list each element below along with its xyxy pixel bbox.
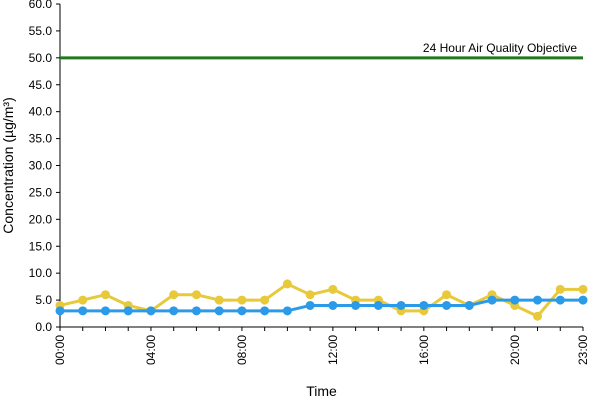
- axes: 0.0 5.0 10.0 15.0 20.0 25.0 30.0 35.0 40.0 45.0 50…: [29, 0, 590, 365]
- y-tick-label: 5.0: [35, 293, 52, 307]
- series-2-point: [328, 300, 338, 310]
- series-2-point: [555, 295, 565, 305]
- y-axis-title: Concentration (µg/m³): [0, 97, 16, 233]
- x-tick-label: 16:00: [417, 335, 431, 365]
- y-tick-label: 15.0: [29, 239, 53, 253]
- series-2-point: [282, 306, 292, 316]
- series-1-point: [578, 284, 588, 294]
- x-tick-label: 04:00: [144, 335, 158, 365]
- series-1-point: [305, 290, 315, 300]
- series-1-point: [78, 295, 88, 305]
- x-axis-title: Time: [306, 383, 337, 399]
- series-2-point: [100, 306, 110, 316]
- series-1-point: [282, 279, 292, 289]
- series-2-point: [351, 300, 361, 310]
- series-1-point: [328, 284, 338, 294]
- series-2-point: [78, 306, 88, 316]
- series-2-point: [442, 300, 452, 310]
- reference-lines: 24 Hour Air Quality Objective: [60, 41, 583, 60]
- series-2-point: [419, 300, 429, 310]
- series-2-point: [305, 300, 315, 310]
- x-tick-label: 08:00: [235, 335, 249, 365]
- y-tick-label: 35.0: [29, 132, 53, 146]
- series-1-point: [237, 295, 247, 305]
- y-tick-label: 45.0: [29, 78, 53, 92]
- series-2-point: [510, 295, 520, 305]
- series-2-point: [55, 306, 65, 316]
- series-2-point: [373, 300, 383, 310]
- y-tick-label: 30.0: [29, 159, 53, 173]
- x-tick-label: 23:00: [576, 335, 590, 365]
- y-tick-label: 25.0: [29, 185, 53, 199]
- series-1-point: [442, 290, 452, 300]
- series-1-point: [169, 290, 179, 300]
- series-2-point: [533, 295, 543, 305]
- y-tick-label: 40.0: [29, 105, 53, 119]
- y-tick-label: 10.0: [29, 266, 53, 280]
- series-layer: [55, 279, 588, 321]
- y-tick-label: 50.0: [29, 51, 53, 65]
- series-1-point: [260, 295, 270, 305]
- series-1-point: [533, 311, 543, 321]
- y-tick-label: 20.0: [29, 212, 53, 226]
- series-2-point: [191, 306, 201, 316]
- series-2-point: [169, 306, 179, 316]
- series-2-point: [260, 306, 270, 316]
- series-2-point: [487, 295, 497, 305]
- x-tick-label: 00:00: [53, 335, 67, 365]
- series-2-point: [214, 306, 224, 316]
- series-2-point: [146, 306, 156, 316]
- series-2-point: [237, 306, 247, 316]
- y-tick-label: 55.0: [29, 24, 53, 38]
- y-tick-label: 0.0: [35, 320, 52, 334]
- series-1-point: [191, 290, 201, 300]
- series-1-point: [214, 295, 224, 305]
- series-2-point: [464, 300, 474, 310]
- series-2-point: [123, 306, 133, 316]
- y-tick-label: 60.0: [29, 0, 53, 11]
- series-1-point: [555, 284, 565, 294]
- x-tick-label: 20:00: [508, 335, 522, 365]
- series-1-point: [100, 290, 110, 300]
- series-2-point: [578, 295, 588, 305]
- series-2-point: [396, 300, 406, 310]
- objective-label: 24 Hour Air Quality Objective: [423, 41, 577, 55]
- x-tick-label: 12:00: [326, 335, 340, 365]
